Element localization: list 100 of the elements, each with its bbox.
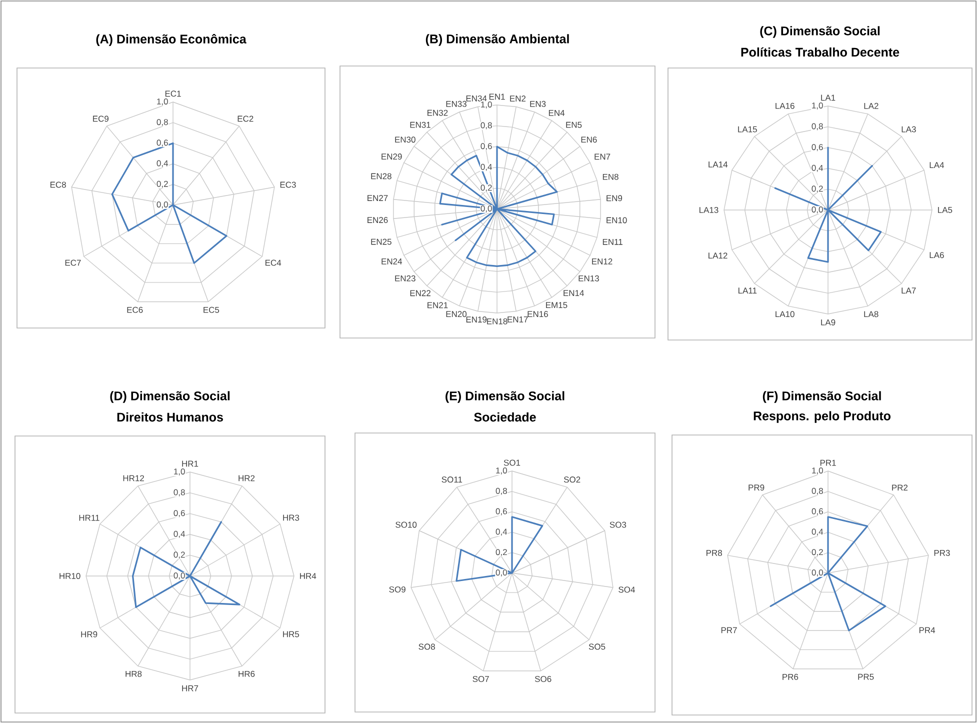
spoke-label: LA13 (700, 206, 718, 213)
y-tick-label: 0,2 (496, 549, 507, 556)
spoke-label: LA3 (902, 126, 916, 132)
spoke-label: EN4 (548, 110, 565, 116)
spoke-label: HR9 (81, 631, 98, 638)
spoke-label: EN9 (606, 195, 622, 202)
chart-title: (B) Dimensão Ambiental (426, 34, 569, 46)
spoke-label: EN26 (368, 217, 388, 224)
spoke-label: EC2 (238, 116, 254, 122)
spoke-label: EN21 (428, 302, 448, 308)
chart-subtitle: Políticas Trabalho Decente (741, 47, 900, 57)
y-tick-label: 0,0 (156, 201, 168, 209)
y-tick-label: 0,2 (156, 180, 168, 188)
spoke-label: LA16 (776, 102, 794, 109)
spoke-label: PR2 (892, 484, 908, 491)
chart-title: (C) Dimensão Social (760, 26, 880, 38)
spoke-label: EN22 (410, 290, 430, 296)
spoke-label: EN6 (581, 136, 597, 143)
spoke-label: EN34 (466, 95, 487, 102)
y-tick-label: 0,2 (812, 549, 823, 556)
spoke-label: EN32 (428, 110, 448, 116)
y-tick-label: 0,0 (812, 569, 823, 577)
y-tick-label: 0,8 (812, 123, 823, 130)
spoke-label: EN27 (368, 195, 388, 201)
spoke-label: LA8 (864, 311, 878, 318)
y-tick-label: 0,2 (812, 186, 823, 193)
spoke-label: EN20 (446, 311, 467, 318)
spoke-label: EN13 (578, 275, 599, 282)
spoke-label: EN1 (489, 94, 505, 100)
y-tick-label: 0,8 (174, 489, 185, 496)
y-tick-label: 0,4 (812, 164, 824, 172)
spoke-label: HR12 (123, 475, 144, 482)
spoke-label: LA5 (938, 207, 952, 213)
spoke-label: SO2 (564, 476, 580, 483)
spoke-label: LA10 (776, 311, 794, 318)
spoke-label: HR11 (79, 514, 100, 521)
spoke-label: EN16 (528, 311, 548, 318)
y-tick-label: 0,8 (812, 488, 823, 495)
y-tick-label: 0,0 (496, 569, 507, 577)
y-tick-label: 0,4 (156, 160, 168, 168)
y-tick-label: 0,6 (174, 510, 185, 518)
chart-title: (F) Dimensão Social (762, 391, 881, 403)
spoke-label: PR5 (858, 674, 874, 680)
spoke-label: PR1 (820, 460, 836, 466)
spoke-label: PR3 (934, 550, 950, 556)
spoke-label: PR9 (748, 484, 764, 491)
spoke-label: EC8 (50, 182, 66, 188)
spoke-label: EN31 (410, 122, 430, 128)
spoke-label: SO1 (504, 460, 520, 466)
chart-title: (A) Dimensão Econômica (96, 34, 246, 46)
spoke-label: SO4 (618, 586, 635, 593)
y-tick-label: 0,2 (174, 552, 185, 559)
y-tick-label: 0,4 (174, 530, 185, 538)
spoke-label: EN28 (371, 173, 392, 180)
spoke-label: EN19 (466, 316, 487, 323)
spoke-label: HR6 (238, 670, 255, 677)
chart-title: (D) Dimensão Social (110, 391, 230, 403)
spoke-label: EN5 (566, 122, 582, 128)
y-tick-label: 1,0 (812, 467, 823, 475)
y-tick-label: 0,0 (812, 206, 823, 214)
spoke-label: EN30 (395, 136, 416, 143)
spoke-label: SO11 (442, 476, 462, 483)
y-tick-label: 0,8 (156, 119, 168, 126)
chart-subtitle: Respons. pelo Produto (754, 411, 891, 423)
spoke-label: EN12 (592, 258, 612, 264)
y-tick-label: 1,0 (481, 101, 492, 109)
spoke-label: EC9 (93, 116, 108, 122)
spoke-label: LA11 (738, 288, 757, 294)
spoke-label: PR6 (782, 674, 798, 680)
y-tick-label: 1,0 (174, 468, 185, 476)
spoke-label: EC6 (127, 306, 143, 313)
y-tick-label: 1,0 (496, 467, 507, 475)
spoke-label: PR4 (919, 627, 936, 634)
spoke-label: SO9 (389, 586, 406, 592)
spoke-label: EN3 (530, 100, 546, 107)
spoke-label: EN23 (395, 275, 416, 282)
y-tick-label: 0,8 (480, 122, 492, 130)
spoke-label: LA1 (821, 94, 836, 101)
spoke-label: EC5 (204, 306, 220, 313)
spoke-label: HR8 (126, 670, 142, 677)
spoke-label: EC7 (65, 260, 81, 266)
y-tick-label: 1,0 (157, 98, 168, 106)
spoke-label: SO5 (588, 644, 606, 650)
spoke-label: EN25 (371, 238, 392, 245)
spoke-label: EC1 (165, 90, 181, 97)
spoke-label: HR5 (283, 631, 300, 638)
spoke-label: EN29 (382, 154, 402, 160)
y-tick-label: 0,4 (496, 528, 508, 536)
y-tick-label: 0,6 (480, 143, 492, 150)
spoke-label: EN10 (606, 217, 627, 224)
y-tick-label: 0,0 (480, 205, 492, 213)
spoke-label: PR8 (706, 550, 722, 556)
spoke-label: LA6 (930, 252, 944, 258)
spoke-label: LA2 (864, 102, 878, 109)
y-tick-label: 1,0 (812, 102, 823, 110)
spoke-label: SO3 (610, 522, 626, 528)
y-tick-label: 0,6 (812, 508, 823, 516)
spoke-label: LA4 (930, 162, 944, 168)
spoke-label: HR3 (283, 514, 300, 521)
spoke-label: LA7 (902, 288, 916, 294)
